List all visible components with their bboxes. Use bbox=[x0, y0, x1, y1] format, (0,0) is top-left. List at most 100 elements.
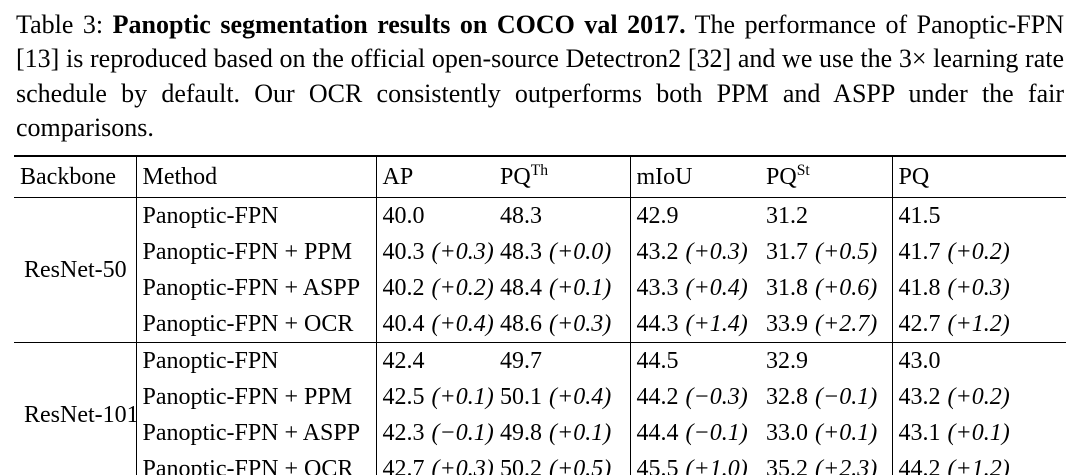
header-pq-st-base: PQ bbox=[766, 163, 797, 190]
ap-cell: 42.3 (−0.1) bbox=[375, 415, 494, 452]
pq-st-cell: 31.8 (+0.6) bbox=[760, 270, 892, 306]
pq-st-cell: 32.9 bbox=[760, 343, 892, 380]
delta: (+2.3) bbox=[815, 455, 878, 475]
delta: (+0.3) bbox=[431, 455, 494, 475]
pq-cell: 42.7 (+1.2) bbox=[891, 306, 1066, 343]
value: 43.1 bbox=[898, 419, 941, 446]
group-resnet101: ResNet-101 Panoptic-FPN 42.4 49.7 44.5 3… bbox=[14, 342, 1066, 475]
miou-cell: 44.4 (−0.1) bbox=[629, 415, 760, 452]
pq-st-cell: 35.2 (+2.3) bbox=[760, 451, 892, 475]
value: 41.8 bbox=[898, 274, 941, 301]
value: 33.0 bbox=[766, 419, 808, 446]
delta: (+0.5) bbox=[815, 238, 878, 265]
pq-cell: 41.5 bbox=[891, 197, 1066, 235]
delta: (+0.1) bbox=[431, 383, 494, 410]
backbone-cell: ResNet-101 bbox=[24, 401, 136, 428]
value: 44.2 bbox=[898, 455, 941, 475]
value: 40.2 bbox=[382, 274, 425, 301]
pq-cell: 41.7 (+0.2) bbox=[891, 234, 1066, 271]
miou-cell: 42.9 bbox=[629, 197, 760, 235]
delta: (+0.2) bbox=[431, 274, 494, 301]
miou-cell: 44.5 bbox=[629, 342, 760, 380]
delta: (+0.5) bbox=[549, 455, 612, 475]
value: 48.6 bbox=[500, 310, 542, 337]
pq-st-cell: 31.2 bbox=[760, 198, 892, 235]
ap-cell: 42.5 (+0.1) bbox=[375, 379, 494, 416]
value: 33.9 bbox=[766, 310, 808, 337]
value: 44.5 bbox=[636, 347, 679, 374]
backbone-cell: ResNet-50 bbox=[24, 256, 127, 283]
pq-th-cell: 48.3 (+0.0) bbox=[494, 234, 630, 270]
table-caption: Table 3: Panoptic segmentation results o… bbox=[16, 8, 1064, 145]
table-row: Panoptic-FPN + ASPP 42.3 (−0.1) 49.8 (+0.1… bbox=[14, 415, 1066, 452]
method-cell: Panoptic-FPN + ASPP bbox=[135, 415, 376, 452]
method-cell: Panoptic-FPN + PPM bbox=[135, 379, 376, 416]
delta: (+0.6) bbox=[815, 274, 878, 301]
value: 45.5 bbox=[636, 455, 679, 475]
group-resnet50: ResNet-50 Panoptic-FPN 40.0 48.3 42.9 31… bbox=[14, 197, 1066, 343]
delta: (+1.2) bbox=[947, 310, 1010, 337]
value: 49.7 bbox=[500, 347, 542, 374]
pq-cell: 43.1 (+0.1) bbox=[891, 415, 1066, 452]
header-method: Method bbox=[135, 156, 376, 198]
value: 44.3 bbox=[636, 310, 679, 337]
ap-cell: 42.4 bbox=[375, 342, 494, 380]
header-pq-th-base: PQ bbox=[500, 163, 531, 190]
delta: (+0.4) bbox=[685, 274, 748, 301]
header-ap: AP bbox=[375, 156, 494, 198]
ap-cell: 40.2 (+0.2) bbox=[375, 270, 494, 307]
header-pq-st-sup: St bbox=[796, 161, 810, 179]
value: 40.0 bbox=[382, 202, 425, 229]
method-cell: Panoptic-FPN bbox=[135, 197, 376, 235]
value: 42.5 bbox=[382, 383, 425, 410]
value: 43.2 bbox=[636, 238, 679, 265]
value: 44.4 bbox=[636, 419, 679, 446]
value: 48.3 bbox=[500, 202, 542, 229]
header-pq-th: PQTh bbox=[494, 156, 630, 198]
pq-th-cell: 50.1 (+0.4) bbox=[494, 379, 630, 415]
value: 42.7 bbox=[898, 310, 941, 337]
pq-cell: 44.2 (+1.2) bbox=[891, 451, 1066, 475]
value: 31.2 bbox=[766, 202, 808, 229]
value: 50.1 bbox=[500, 383, 542, 410]
value: 42.9 bbox=[636, 202, 679, 229]
delta: (+2.7) bbox=[815, 310, 878, 337]
value: 40.3 bbox=[382, 238, 425, 265]
delta: (+0.2) bbox=[947, 383, 1010, 410]
pq-cell: 41.8 (+0.3) bbox=[891, 270, 1066, 307]
delta: (+0.1) bbox=[947, 419, 1010, 446]
table-row: Panoptic-FPN + PPM 40.3 (+0.3) 48.3 (+0.0)… bbox=[14, 234, 1066, 271]
value: 43.0 bbox=[898, 347, 941, 374]
method-cell: Panoptic-FPN bbox=[135, 342, 376, 380]
header-miou: mIoU bbox=[629, 156, 760, 198]
delta: (+0.1) bbox=[549, 274, 612, 301]
method-cell: Panoptic-FPN + PPM bbox=[135, 234, 376, 271]
header-row: Backbone Method AP PQTh mIoU PQSt PQ bbox=[14, 156, 1066, 198]
value: 44.2 bbox=[636, 383, 679, 410]
pq-cell: 43.2 (+0.2) bbox=[891, 379, 1066, 416]
delta: (+1.0) bbox=[685, 455, 748, 475]
method-cell: Panoptic-FPN + OCR bbox=[135, 306, 376, 343]
value: 41.5 bbox=[898, 202, 941, 229]
table-row: Panoptic-FPN + ASPP 40.2 (+0.2) 48.4 (+0.1… bbox=[14, 270, 1066, 307]
delta: (−0.1) bbox=[685, 419, 748, 446]
value: 42.4 bbox=[382, 347, 425, 374]
value: 50.2 bbox=[500, 455, 542, 475]
value: 42.3 bbox=[382, 419, 425, 446]
header-backbone: Backbone bbox=[20, 163, 116, 190]
value: 43.3 bbox=[636, 274, 679, 301]
value: 32.8 bbox=[766, 383, 808, 410]
delta: (+0.3) bbox=[431, 238, 494, 265]
value: 40.4 bbox=[382, 310, 425, 337]
value: 43.2 bbox=[898, 383, 941, 410]
value: 41.7 bbox=[898, 238, 941, 265]
delta: (+1.4) bbox=[685, 310, 748, 337]
delta: (+0.1) bbox=[815, 419, 878, 446]
pq-th-cell: 48.3 bbox=[494, 198, 630, 235]
delta: (+0.2) bbox=[947, 238, 1010, 265]
delta: (+0.1) bbox=[549, 419, 612, 446]
ap-cell: 42.7 (+0.3) bbox=[375, 451, 494, 475]
header-pq-st: PQSt bbox=[760, 156, 892, 198]
miou-cell: 43.3 (+0.4) bbox=[629, 270, 760, 307]
